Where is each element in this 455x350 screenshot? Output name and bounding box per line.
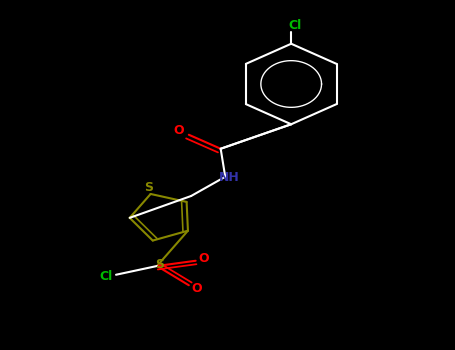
Text: S: S <box>144 181 153 194</box>
Text: Cl: Cl <box>288 19 302 32</box>
Text: O: O <box>198 252 209 266</box>
Text: NH: NH <box>218 171 239 184</box>
Text: Cl: Cl <box>99 270 113 283</box>
Text: O: O <box>192 281 202 295</box>
Text: O: O <box>173 124 184 137</box>
Text: S: S <box>155 258 164 272</box>
